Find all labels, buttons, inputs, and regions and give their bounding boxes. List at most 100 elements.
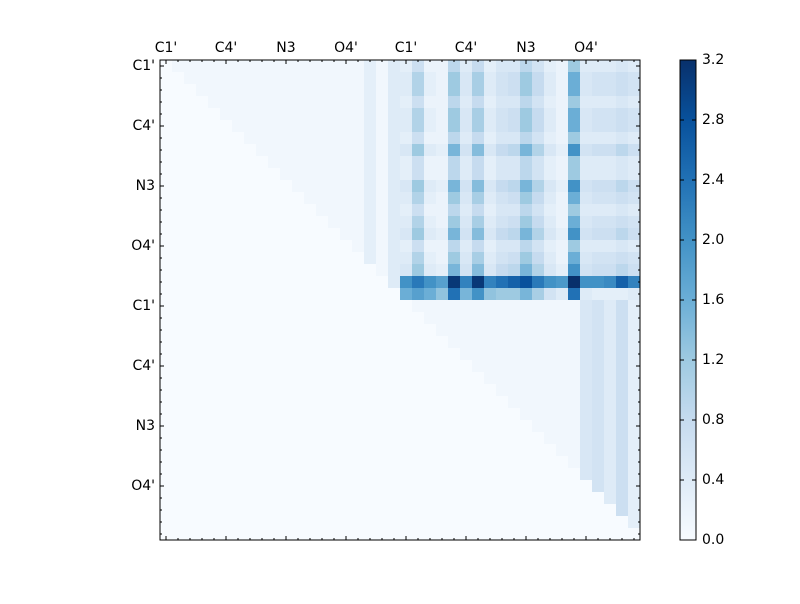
heatmap-cell [340, 228, 353, 241]
heatmap-cell [616, 132, 629, 145]
heatmap-cell [436, 216, 449, 229]
heatmap-cell [412, 324, 425, 337]
heatmap-cell [616, 168, 629, 181]
heatmap-cell [160, 384, 173, 397]
heatmap-cell [388, 216, 401, 229]
heatmap-cell [172, 156, 185, 169]
x-tick-label: C1' [395, 40, 418, 56]
heatmap-cell [340, 252, 353, 265]
heatmap-cell [328, 348, 341, 361]
heatmap-cell [556, 132, 569, 145]
heatmap-cell [340, 300, 353, 313]
heatmap-cell [220, 420, 233, 433]
heatmap-cell [172, 144, 185, 157]
heatmap-cell [568, 528, 581, 541]
heatmap-cell [508, 276, 521, 289]
heatmap-cell [292, 288, 305, 301]
heatmap-cell [340, 528, 353, 541]
heatmap-cell [568, 96, 581, 109]
heatmap-cell [292, 132, 305, 145]
heatmap-cell [172, 456, 185, 469]
heatmap-cell [364, 444, 377, 457]
heatmap-cell [160, 180, 173, 193]
heatmap-cell [280, 528, 293, 541]
heatmap-cell [484, 492, 497, 505]
heatmap-cell [172, 240, 185, 253]
heatmap-cell [424, 360, 437, 373]
heatmap-cell [196, 276, 209, 289]
heatmap-cell [172, 480, 185, 493]
heatmap-cell [184, 192, 197, 205]
heatmap-cell [604, 144, 617, 157]
heatmap-cell [484, 204, 497, 217]
heatmap-cell [328, 276, 341, 289]
heatmap-cell [304, 468, 317, 481]
heatmap-cell [196, 216, 209, 229]
heatmap-cell [268, 504, 281, 517]
heatmap-cell [436, 60, 449, 73]
heatmap-cell [172, 168, 185, 181]
heatmap-cell [400, 96, 413, 109]
heatmap-cell [460, 432, 473, 445]
heatmap-cell [388, 468, 401, 481]
heatmap-cell [268, 396, 281, 409]
heatmap-cell [508, 516, 521, 529]
heatmap-cell [292, 504, 305, 517]
heatmap-cell [232, 252, 245, 265]
heatmap-cell [520, 144, 533, 157]
heatmap-cell [256, 360, 269, 373]
heatmap-cell [316, 444, 329, 457]
heatmap-cell [196, 312, 209, 325]
heatmap-cell [160, 444, 173, 457]
heatmap-cell [184, 168, 197, 181]
heatmap-cell [448, 120, 461, 133]
heatmap-cell [340, 156, 353, 169]
heatmap-cell [292, 252, 305, 265]
heatmap-cell [532, 336, 545, 349]
heatmap-cell [352, 324, 365, 337]
heatmap-cell [208, 120, 221, 133]
heatmap-cell [220, 180, 233, 193]
heatmap-cell [532, 216, 545, 229]
heatmap-cell [580, 240, 593, 253]
heatmap-cell [412, 492, 425, 505]
y-tick-label: C4' [132, 118, 155, 134]
heatmap-cell [532, 108, 545, 121]
heatmap-cell [328, 60, 341, 73]
heatmap-cell [628, 468, 641, 481]
heatmap-cell [328, 504, 341, 517]
heatmap-cell [556, 396, 569, 409]
heatmap-cell [388, 444, 401, 457]
heatmap-cell [532, 60, 545, 73]
heatmap-cell [376, 72, 389, 85]
heatmap-cell [280, 456, 293, 469]
heatmap-cell [616, 372, 629, 385]
heatmap-cell [268, 408, 281, 421]
heatmap-cell [304, 216, 317, 229]
heatmap-cell [556, 420, 569, 433]
heatmap-cell [400, 324, 413, 337]
heatmap-cell [424, 516, 437, 529]
heatmap-cell [544, 180, 557, 193]
heatmap-cell [256, 216, 269, 229]
heatmap-cell [304, 516, 317, 529]
heatmap-cell [184, 408, 197, 421]
heatmap-cell [460, 276, 473, 289]
heatmap-cell [352, 60, 365, 73]
heatmap-cell [496, 180, 509, 193]
heatmap-cell [400, 288, 413, 301]
heatmap-cell [316, 204, 329, 217]
heatmap-cell [448, 300, 461, 313]
heatmap-cell [268, 192, 281, 205]
heatmap-cell [208, 408, 221, 421]
heatmap-cell [376, 96, 389, 109]
heatmap-cell [568, 108, 581, 121]
heatmap-cell [616, 192, 629, 205]
heatmap-cell [340, 336, 353, 349]
heatmap-cell [520, 132, 533, 145]
heatmap-cell [580, 228, 593, 241]
heatmap-cell [580, 504, 593, 517]
heatmap-cell [220, 396, 233, 409]
heatmap-cell [304, 348, 317, 361]
heatmap-cell [232, 324, 245, 337]
